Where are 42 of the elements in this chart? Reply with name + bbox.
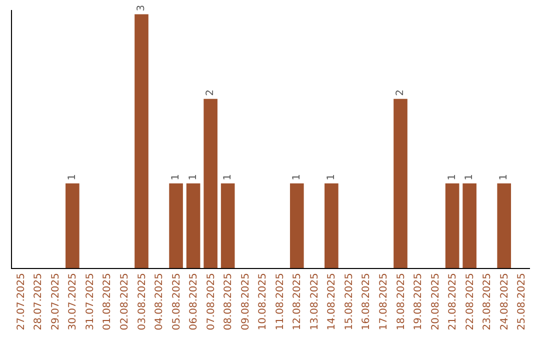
x-tick-label: 06.08.2025: [188, 273, 200, 330]
x-tick-label: 02.08.2025: [119, 273, 130, 330]
data-label: 1: [291, 174, 302, 180]
x-tick-label: 29.07.2025: [50, 273, 62, 330]
data-label: 2: [395, 89, 406, 96]
x-tick-label: 31.07.2025: [84, 273, 96, 330]
x-tick-label: 19.08.2025: [413, 273, 424, 330]
x-tick-label: 09.08.2025: [240, 273, 252, 330]
x-tick-label: 24.08.2025: [499, 273, 510, 330]
x-tick-label: 16.08.2025: [361, 273, 372, 330]
data-label: 1: [66, 174, 78, 180]
x-tick-label: 21.08.2025: [448, 273, 459, 330]
data-label: 3: [136, 4, 147, 12]
x-tick-label: 05.08.2025: [171, 273, 182, 330]
data-label: 1: [446, 174, 458, 180]
x-tick-label: 23.08.2025: [482, 273, 494, 330]
x-tick-label: 12.08.2025: [292, 273, 304, 330]
data-label: 1: [170, 174, 182, 180]
x-tick-label: 17.08.2025: [378, 273, 390, 330]
data-label: 2: [205, 89, 216, 96]
x-tick-label: 28.07.2025: [33, 273, 44, 330]
x-tick-label: 10.08.2025: [258, 273, 269, 330]
x-tick-label: 18.08.2025: [396, 273, 407, 330]
x-tick-label: 27.07.2025: [16, 273, 27, 330]
x-tick-label: 11.08.2025: [274, 273, 286, 330]
x-tick-label: 13.08.2025: [309, 273, 320, 330]
x-tick-label: 03.08.2025: [136, 273, 148, 330]
x-tick-label: 22.08.2025: [464, 273, 476, 330]
x-tick-label: 20.08.2025: [430, 273, 442, 330]
x-tick-label: 07.08.2025: [206, 273, 217, 330]
x-tick-label: 01.08.2025: [102, 273, 114, 330]
data-label: 1: [188, 174, 199, 180]
x-tick-label: 30.07.2025: [68, 273, 79, 330]
x-tick-label: 15.08.2025: [344, 273, 355, 330]
x-tick-label: 08.08.2025: [223, 273, 234, 330]
data-label: 1: [326, 174, 337, 180]
data-label: 1: [498, 174, 510, 180]
data-label: 1: [464, 174, 476, 180]
data-label: 1: [222, 174, 234, 180]
x-tick-label: 14.08.2025: [326, 273, 338, 330]
x-tick-label: 25.08.2025: [516, 273, 528, 330]
x-tick-label: 04.08.2025: [154, 273, 166, 330]
